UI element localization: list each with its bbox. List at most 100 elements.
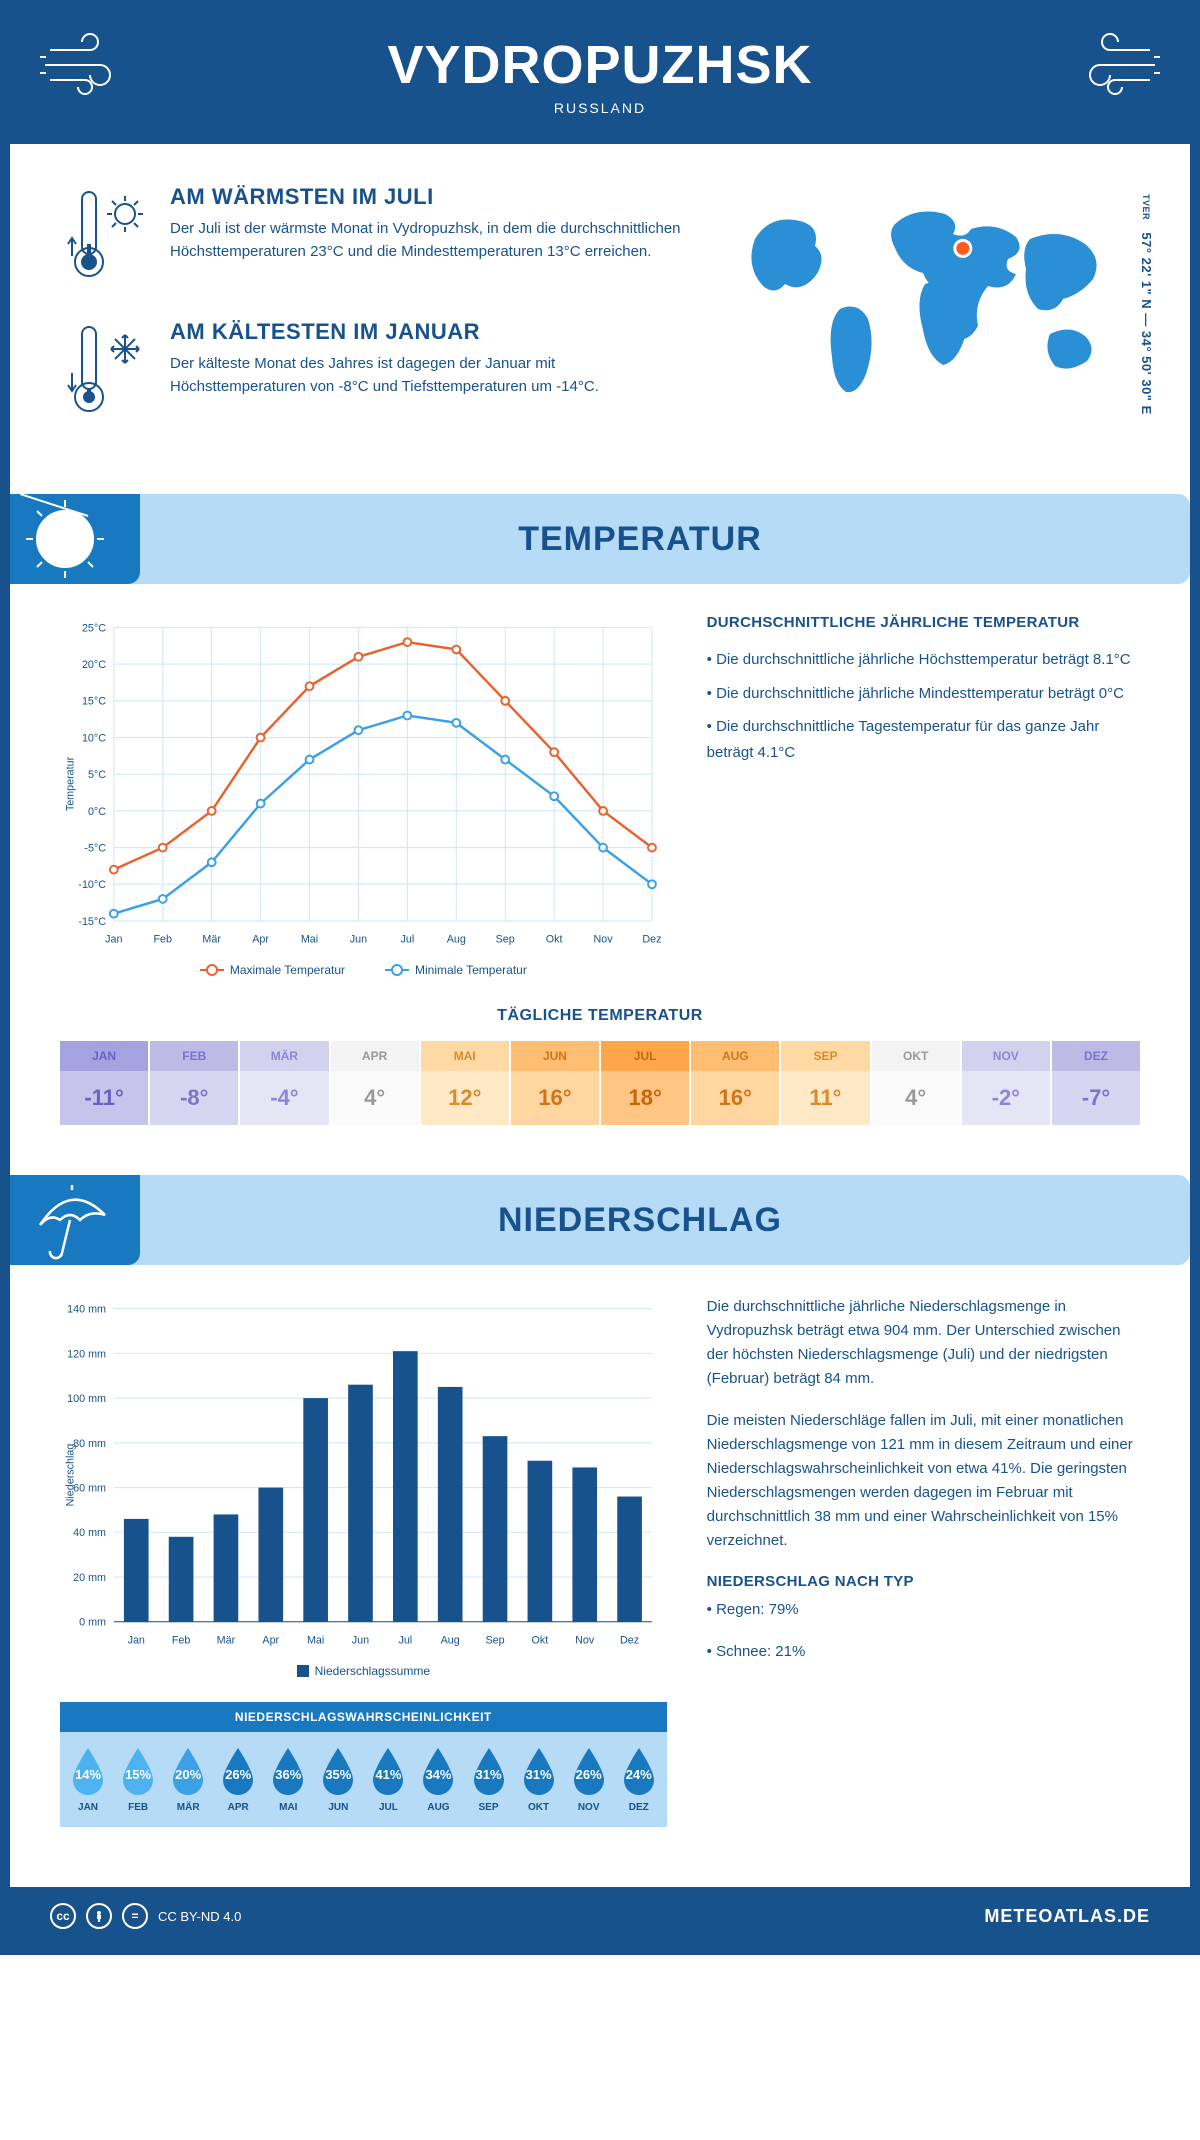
svg-text:Jun: Jun bbox=[352, 1634, 369, 1646]
wind-icon-left bbox=[40, 30, 140, 105]
svg-text:80 mm: 80 mm bbox=[73, 1438, 106, 1450]
precip-p2: Die meisten Niederschläge fallen im Juli… bbox=[707, 1409, 1140, 1553]
drop-icon: 14% bbox=[68, 1746, 108, 1796]
drop-icon: 20% bbox=[168, 1746, 208, 1796]
prob-cell: 41% JUL bbox=[364, 1746, 412, 1813]
svg-text:Aug: Aug bbox=[447, 934, 466, 946]
drop-icon: 35% bbox=[318, 1746, 358, 1796]
temp-bullet: • Die durchschnittliche Tagestemperatur … bbox=[707, 714, 1140, 765]
cc-icon: cc bbox=[50, 1903, 76, 1929]
license: cc = CC BY-ND 4.0 bbox=[50, 1903, 241, 1929]
svg-text:15°C: 15°C bbox=[82, 696, 106, 708]
site-name: METEOATLAS.DE bbox=[984, 1906, 1150, 1927]
svg-text:60 mm: 60 mm bbox=[73, 1482, 106, 1494]
drop-icon: 26% bbox=[569, 1746, 609, 1796]
daily-cell: MÄR -4° bbox=[240, 1041, 328, 1125]
svg-text:20°C: 20°C bbox=[82, 659, 106, 671]
drop-icon: 24% bbox=[619, 1746, 659, 1796]
drop-icon: 26% bbox=[218, 1746, 258, 1796]
svg-text:Mär: Mär bbox=[202, 934, 221, 946]
precip-type: • Regen: 79% bbox=[707, 1598, 1140, 1622]
temperature-chart: -15°C-10°C-5°C0°C5°C10°C15°C20°C25°CJanF… bbox=[60, 614, 667, 977]
daily-cell: FEB -8° bbox=[150, 1041, 238, 1125]
precipitation-chart: 0 mm20 mm40 mm60 mm80 mm100 mm120 mm140 … bbox=[60, 1295, 667, 1678]
svg-text:-15°C: -15°C bbox=[78, 916, 106, 928]
svg-text:25°C: 25°C bbox=[82, 622, 106, 634]
drop-icon: 15% bbox=[118, 1746, 158, 1796]
svg-text:Jan: Jan bbox=[128, 1634, 145, 1646]
svg-text:0°C: 0°C bbox=[88, 806, 106, 818]
temp-info-heading: DURCHSCHNITTLICHE JÄHRLICHE TEMPERATUR bbox=[707, 614, 1140, 631]
daily-cell: OKT 4° bbox=[872, 1041, 960, 1125]
svg-text:Mai: Mai bbox=[307, 1634, 324, 1646]
temperature-banner: TEMPERATUR bbox=[10, 494, 1190, 584]
warmest-title: AM WÄRMSTEN IM JULI bbox=[170, 184, 690, 210]
daily-cell: JUL 18° bbox=[601, 1041, 689, 1125]
prob-cell: 36% MAI bbox=[264, 1746, 312, 1813]
daily-cell: MAI 12° bbox=[421, 1041, 509, 1125]
svg-text:Nov: Nov bbox=[594, 934, 614, 946]
svg-text:Temperatur: Temperatur bbox=[65, 756, 77, 811]
drop-icon: 34% bbox=[418, 1746, 458, 1796]
precip-type: • Schnee: 21% bbox=[707, 1640, 1140, 1664]
precipitation-heading: NIEDERSCHLAG bbox=[140, 1201, 1140, 1240]
svg-text:100 mm: 100 mm bbox=[67, 1393, 106, 1405]
precipitation-banner: NIEDERSCHLAG bbox=[10, 1175, 1190, 1265]
svg-text:Feb: Feb bbox=[172, 1634, 191, 1646]
svg-text:10°C: 10°C bbox=[82, 732, 106, 744]
svg-text:0 mm: 0 mm bbox=[79, 1617, 106, 1629]
svg-text:-5°C: -5°C bbox=[84, 843, 106, 855]
header: VYDROPUZHSK RUSSLAND bbox=[10, 10, 1190, 144]
svg-text:Nov: Nov bbox=[575, 1634, 595, 1646]
map-block: TVER 57° 22' 1" N — 34° 50' 30" E bbox=[720, 184, 1140, 454]
temperature-heading: TEMPERATUR bbox=[140, 520, 1140, 559]
svg-text:Okt: Okt bbox=[532, 1634, 549, 1646]
infographic-frame: VYDROPUZHSK RUSSLAND bbox=[0, 0, 1200, 1955]
prob-cell: 31% OKT bbox=[515, 1746, 563, 1813]
svg-text:Dez: Dez bbox=[642, 934, 661, 946]
wind-icon-right bbox=[1060, 30, 1160, 105]
svg-text:Apr: Apr bbox=[252, 934, 269, 946]
daily-cell: JAN -11° bbox=[60, 1041, 148, 1125]
prob-cell: 24% DEZ bbox=[615, 1746, 663, 1813]
umbrella-icon bbox=[10, 1175, 140, 1265]
svg-text:Feb: Feb bbox=[153, 934, 172, 946]
prob-cell: 34% AUG bbox=[414, 1746, 462, 1813]
temp-legend: Maximale Temperatur Minimale Temperatur bbox=[60, 963, 667, 977]
daily-cell: SEP 11° bbox=[781, 1041, 869, 1125]
thermometer-snow-icon bbox=[60, 319, 150, 424]
daily-cell: NOV -2° bbox=[962, 1041, 1050, 1125]
precip-p1: Die durchschnittliche jährliche Niedersc… bbox=[707, 1295, 1140, 1391]
prob-cell: 20% MÄR bbox=[164, 1746, 212, 1813]
svg-text:Mär: Mär bbox=[217, 1634, 236, 1646]
coldest-title: AM KÄLTESTEN IM JANUAR bbox=[170, 319, 690, 345]
svg-text:Okt: Okt bbox=[546, 934, 563, 946]
svg-text:20 mm: 20 mm bbox=[73, 1572, 106, 1584]
world-map bbox=[720, 184, 1140, 414]
daily-cell: JUN 16° bbox=[511, 1041, 599, 1125]
precip-legend: Niederschlagssumme bbox=[60, 1664, 667, 1678]
svg-text:-10°C: -10°C bbox=[78, 879, 106, 891]
precipitation-text: Die durchschnittliche jährliche Niedersc… bbox=[707, 1295, 1140, 1827]
intro-section: AM WÄRMSTEN IM JULI Der Juli ist der wär… bbox=[60, 184, 1140, 454]
warmest-text: Der Juli ist der wärmste Monat in Vydrop… bbox=[170, 218, 690, 263]
probability-box: NIEDERSCHLAGSWAHRSCHEINLICHKEIT 14% JAN … bbox=[60, 1702, 667, 1827]
daily-cell: AUG 16° bbox=[691, 1041, 779, 1125]
svg-text:Sep: Sep bbox=[496, 934, 515, 946]
temp-bullet: • Die durchschnittliche jährliche Höchst… bbox=[707, 647, 1140, 673]
daily-cell: DEZ -7° bbox=[1052, 1041, 1140, 1125]
prob-cell: 26% NOV bbox=[565, 1746, 613, 1813]
daily-temp-title: TÄGLICHE TEMPERATUR bbox=[60, 1007, 1140, 1025]
sun-icon bbox=[10, 494, 140, 584]
daily-cell: APR 4° bbox=[331, 1041, 419, 1125]
location-country: RUSSLAND bbox=[10, 100, 1190, 116]
svg-text:Aug: Aug bbox=[441, 1634, 460, 1646]
svg-text:40 mm: 40 mm bbox=[73, 1527, 106, 1539]
temperature-info: DURCHSCHNITTLICHE JÄHRLICHE TEMPERATUR •… bbox=[707, 614, 1140, 977]
prob-cell: 14% JAN bbox=[64, 1746, 112, 1813]
coldest-block: AM KÄLTESTEN IM JANUAR Der kälteste Mona… bbox=[60, 319, 690, 424]
warmest-block: AM WÄRMSTEN IM JULI Der Juli ist der wär… bbox=[60, 184, 690, 289]
svg-text:120 mm: 120 mm bbox=[67, 1348, 106, 1360]
svg-text:Mai: Mai bbox=[301, 934, 318, 946]
svg-text:Sep: Sep bbox=[485, 1634, 504, 1646]
